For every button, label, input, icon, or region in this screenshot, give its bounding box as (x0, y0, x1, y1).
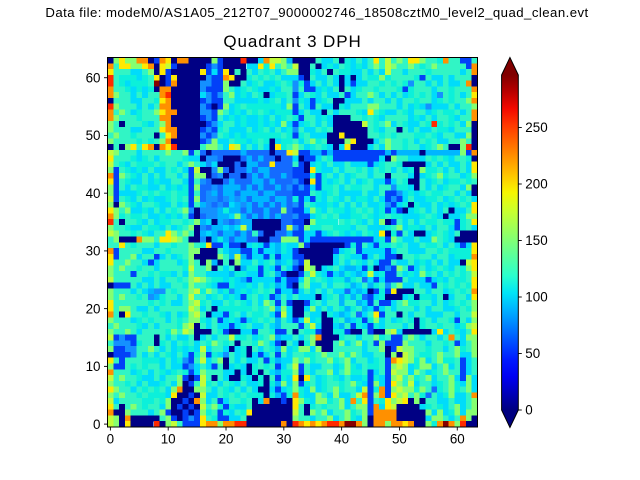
svg-text:20: 20 (219, 432, 234, 447)
svg-text:150: 150 (525, 233, 547, 248)
svg-text:60: 60 (450, 432, 465, 447)
svg-text:30: 30 (86, 244, 101, 259)
svg-text:50: 50 (86, 128, 101, 143)
svg-text:10: 10 (161, 432, 176, 447)
svg-text:0: 0 (93, 417, 100, 432)
svg-text:100: 100 (525, 290, 547, 305)
svg-text:40: 40 (334, 432, 349, 447)
svg-text:200: 200 (525, 177, 547, 192)
svg-text:20: 20 (86, 301, 101, 316)
svg-text:0: 0 (525, 403, 532, 418)
svg-text:0: 0 (107, 432, 114, 447)
svg-text:50: 50 (392, 432, 407, 447)
svg-text:250: 250 (525, 120, 547, 135)
svg-text:40: 40 (86, 186, 101, 201)
svg-text:30: 30 (276, 432, 291, 447)
svg-text:60: 60 (86, 70, 101, 85)
svg-text:50: 50 (525, 346, 540, 361)
svg-text:10: 10 (86, 359, 101, 374)
